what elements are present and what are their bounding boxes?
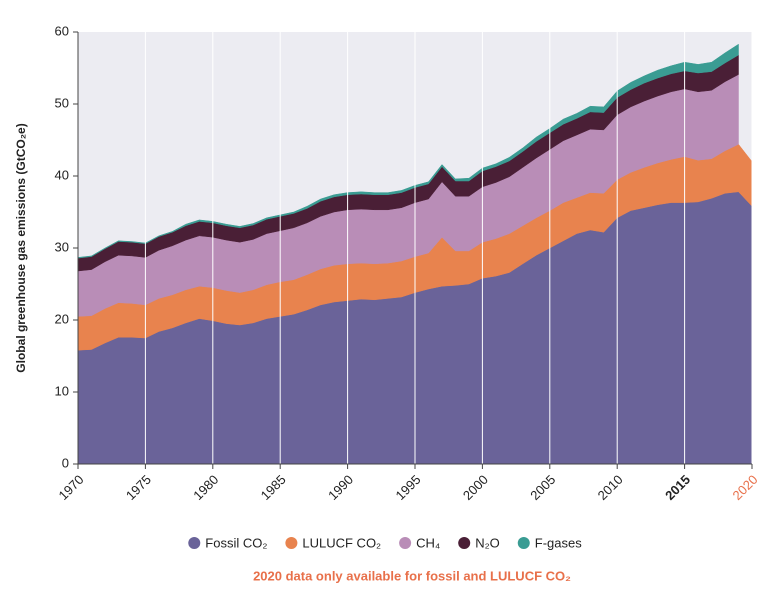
legend-label: N₂O	[475, 535, 500, 550]
legend-marker	[399, 537, 412, 549]
x-tick-label: 1990	[325, 472, 356, 503]
y-tick-label: 0	[62, 455, 69, 470]
legend: Fossil CO₂ LULUCF CO₂ CH₄ N₂O F-gases	[188, 535, 582, 550]
legend-marker	[517, 537, 530, 549]
y-tick-label: 40	[55, 167, 69, 182]
legend-marker	[458, 537, 471, 549]
x-tick-label: 2015	[662, 472, 693, 503]
x-tick-label: 1975	[123, 472, 154, 503]
y-tick-label: 20	[55, 311, 69, 326]
x-tick-label: 2005	[527, 472, 558, 503]
legend-marker	[285, 537, 298, 549]
x-tick-label: 2010	[595, 472, 626, 503]
x-tick-label: 1970	[55, 472, 86, 503]
area	[77, 43, 739, 259]
y-tick-label: 30	[55, 239, 69, 254]
y-axis-label: Global greenhouse gas emissions (GtCO₂e)	[14, 123, 28, 372]
legend-label: LULUCF CO₂	[302, 535, 381, 550]
x-tick-label: 2020	[729, 472, 760, 503]
legend-label: F-gases	[535, 535, 582, 550]
x-tick-label: 1980	[190, 472, 221, 503]
x-tick-label: 1995	[392, 472, 423, 503]
annotation: 2020 data only available for fossil and …	[253, 568, 571, 583]
y-tick-label: 10	[55, 383, 69, 398]
x-tick-label: 2000	[460, 472, 491, 503]
legend-label: Fossil CO₂	[205, 535, 267, 550]
legend-marker	[188, 537, 201, 549]
legend-label: CH₄	[416, 535, 440, 550]
y-tick-label: 60	[55, 23, 69, 38]
y-tick-label: 50	[55, 95, 69, 110]
x-tick-label: 1985	[258, 472, 289, 503]
